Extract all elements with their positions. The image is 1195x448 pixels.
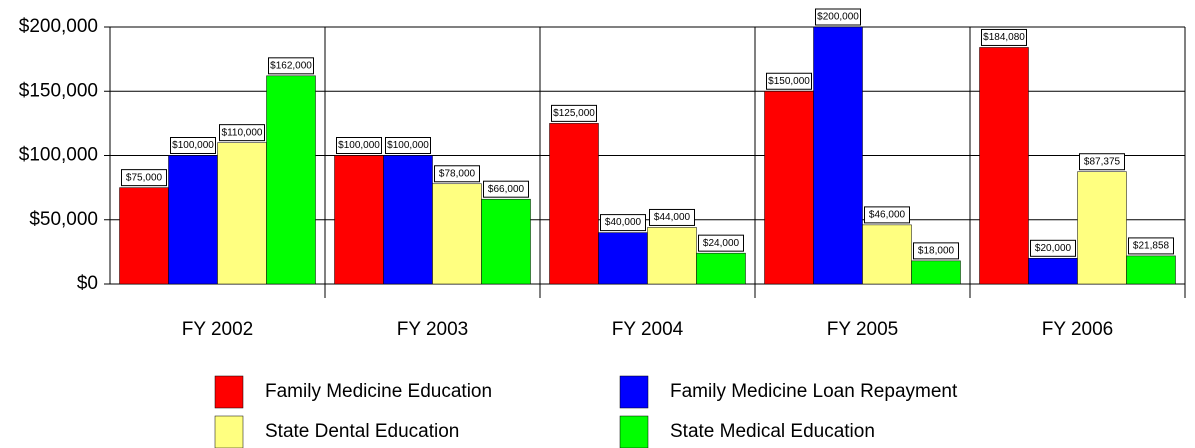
bar (647, 227, 697, 285)
value-label: $110,000 (222, 127, 263, 138)
value-label: $162,000 (270, 60, 312, 71)
value-label: $21,858 (1133, 241, 1170, 252)
bar (1077, 171, 1127, 285)
value-label: $87,375 (1084, 156, 1121, 167)
legend-swatch (619, 415, 649, 448)
value-label: $20,000 (1035, 243, 1072, 254)
value-label-box (766, 72, 812, 90)
bar (764, 91, 814, 285)
y-tick-label: $200,000 (19, 16, 98, 37)
value-label-box (981, 28, 1027, 46)
bar (168, 155, 218, 285)
value-label-box (219, 124, 265, 142)
value-label: $75,000 (126, 172, 163, 183)
legend-label: State Medical Education (670, 421, 875, 442)
y-tick-label: $100,000 (19, 145, 98, 166)
bar (598, 232, 648, 285)
value-label: $184,080 (983, 32, 1025, 43)
y-tick-label: $150,000 (19, 80, 98, 101)
value-label-box (913, 242, 959, 260)
value-label: $100,000 (172, 140, 214, 151)
value-label-box (483, 180, 529, 198)
value-label-box (121, 169, 167, 187)
value-label: $125,000 (553, 108, 595, 119)
value-label-box (864, 206, 910, 224)
bar (862, 224, 912, 285)
legend-label: Family Medicine Education (265, 381, 492, 402)
value-label: $66,000 (488, 184, 525, 195)
bar (979, 47, 1029, 285)
value-label: $40,000 (605, 217, 642, 228)
bar (217, 142, 267, 285)
value-label-box (268, 57, 314, 75)
value-label-box (698, 234, 744, 252)
value-label: $100,000 (338, 140, 380, 151)
bar (383, 155, 433, 285)
value-label-box (170, 137, 216, 154)
value-label-box (551, 104, 597, 122)
value-label-box (385, 137, 431, 154)
value-label-box (649, 208, 695, 226)
bar (119, 187, 169, 285)
bar (1126, 255, 1176, 285)
value-label-box (434, 165, 480, 183)
legend-swatch (214, 375, 244, 409)
value-label: $150,000 (768, 76, 810, 87)
value-label: $46,000 (869, 210, 906, 221)
bar (266, 75, 316, 285)
bar (696, 252, 746, 285)
bar (549, 123, 599, 285)
bar (481, 198, 531, 285)
value-label-box (815, 8, 861, 26)
legend-label: Family Medicine Loan Repayment (670, 381, 958, 402)
x-tick-label: FY 2005 (827, 319, 898, 340)
value-label: $24,000 (703, 238, 740, 249)
x-tick-label: FY 2004 (612, 319, 684, 340)
legend-swatch (619, 375, 649, 409)
bar (1028, 258, 1078, 285)
x-tick-label: FY 2006 (1042, 319, 1113, 340)
value-label: $44,000 (654, 212, 691, 223)
value-label-box (1079, 153, 1125, 171)
legend-swatch (214, 415, 244, 448)
bar (911, 260, 961, 285)
value-label: $200,000 (817, 12, 859, 23)
x-tick-label: FY 2003 (397, 319, 468, 340)
legend-label: State Dental Education (265, 421, 459, 442)
y-tick-label: $50,000 (29, 209, 98, 230)
x-tick-label: FY 2002 (182, 319, 253, 340)
bar (813, 26, 863, 285)
value-label-box (1030, 239, 1076, 257)
bar (334, 155, 384, 285)
value-label-box (1128, 237, 1174, 255)
value-label: $78,000 (439, 168, 476, 179)
value-label-box (600, 214, 646, 232)
y-tick-label: $0 (77, 273, 98, 294)
value-label: $100,000 (387, 140, 429, 151)
value-label: $18,000 (918, 246, 955, 257)
bar (432, 183, 482, 285)
value-label-box (336, 137, 382, 154)
